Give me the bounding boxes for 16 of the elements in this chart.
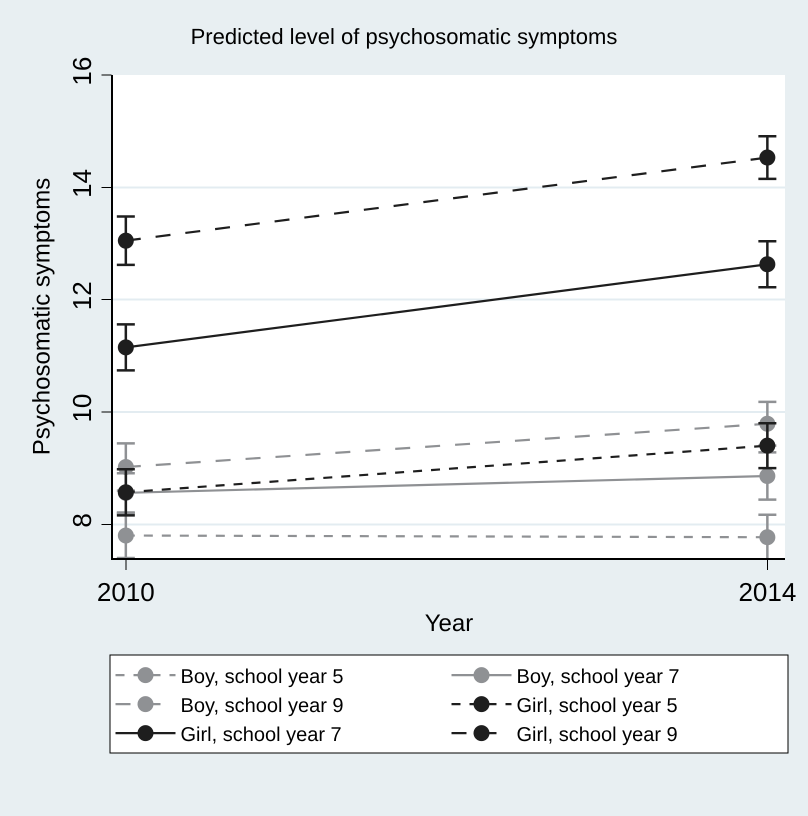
y-tick-label: 12 [66,281,97,310]
legend-label: Boy, school year 9 [180,694,344,717]
y-tick-label: 10 [66,394,97,423]
y-tick-label: 16 [66,56,97,86]
legend-label: Girl, school year 7 [180,724,342,746]
y-tick-label: 14 [66,168,97,198]
y-axis-title: Psychosomatic symptoms [28,178,56,456]
legend-label: Boy, school year 5 [180,666,344,688]
legend-label: Girl, school year 9 [516,724,678,746]
y-tick-label: 8 [66,513,97,528]
x-axis-title: Year [424,610,474,637]
x-tick-label: 2014 [738,576,796,607]
legend-label: Girl, school year 5 [516,694,678,717]
x-tick-label: 2010 [96,576,155,607]
legend-label: Boy, school year 7 [516,666,680,688]
chart-title: Predicted level of psychosomatic symptoms [190,24,618,49]
